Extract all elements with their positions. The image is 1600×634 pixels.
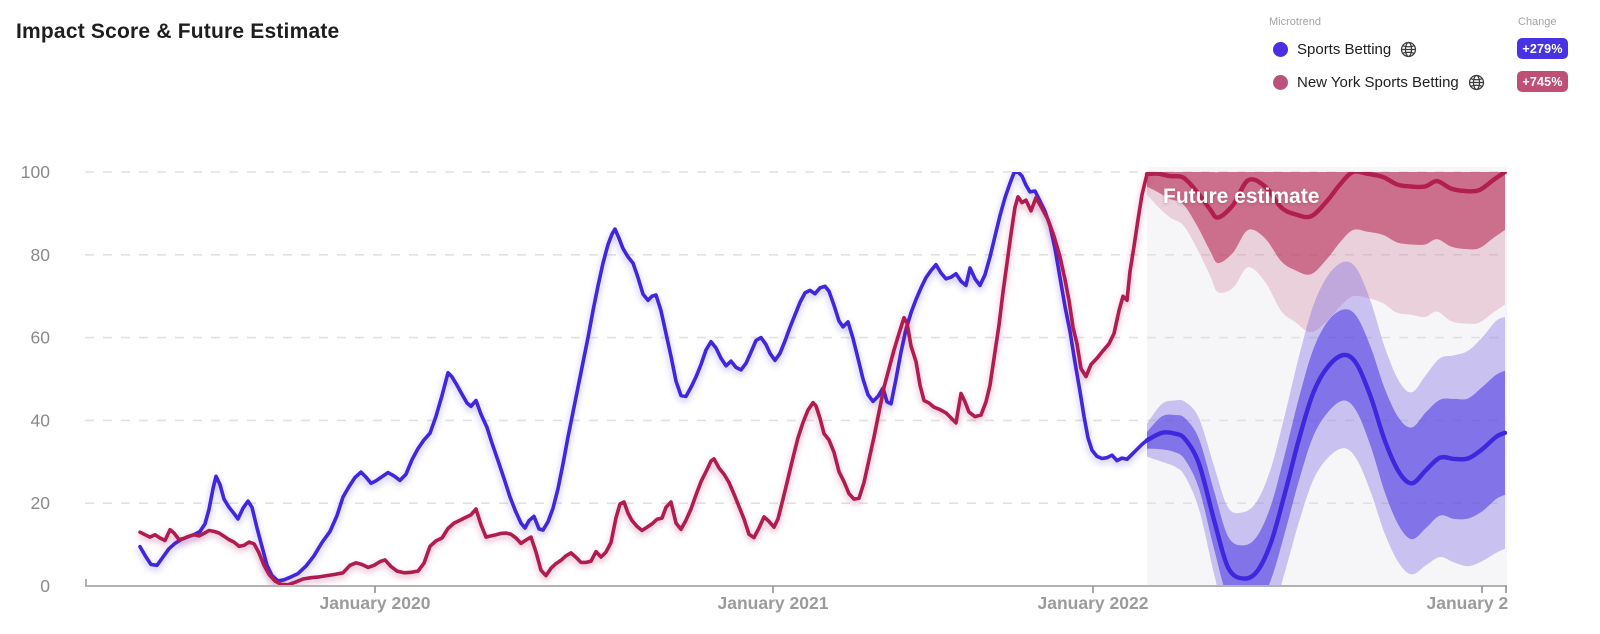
- globe-icon[interactable]: [1400, 41, 1417, 58]
- change-badge-sports-betting: +279%: [1517, 38, 1568, 59]
- legend-change-header: Change: [1518, 16, 1557, 28]
- legend-item-label: New York Sports Betting: [1297, 73, 1459, 91]
- y-axis-label: 20: [31, 493, 51, 513]
- legend-microtrend-header: Microtrend: [1269, 16, 1321, 28]
- y-axis-label: 80: [31, 245, 51, 265]
- x-axis-label: January 2021: [718, 593, 829, 613]
- forecast-inner-band: [1147, 309, 1505, 586]
- forecast-center-line: [1144, 172, 1507, 220]
- legend-item-sports-betting[interactable]: Sports Betting: [1273, 38, 1417, 60]
- history-line: [138, 172, 1149, 586]
- y-axis-label: 0: [40, 576, 50, 596]
- globe-icon[interactable]: [1468, 74, 1485, 91]
- x-axis-label: January 2022: [1038, 593, 1149, 613]
- x-axis-label: January 2020: [320, 593, 431, 613]
- y-axis-label: 60: [31, 328, 51, 348]
- x-axis-label: January 2023: [1427, 593, 1538, 613]
- legend-item-new-york-sports-betting[interactable]: New York Sports Betting: [1273, 71, 1485, 93]
- series-color-dot: [1273, 41, 1288, 57]
- future-estimate-label: Future estimate: [1163, 185, 1319, 208]
- change-badge-new-york-sports-betting: +745%: [1517, 71, 1568, 92]
- y-axis-label: 40: [31, 410, 51, 430]
- legend-item-label: Sports Betting: [1297, 40, 1392, 58]
- history-line: [138, 172, 1149, 583]
- y-axis-label: 100: [21, 162, 50, 182]
- series-color-dot: [1273, 74, 1288, 90]
- page-title: Impact Score & Future Estimate: [16, 20, 340, 43]
- forecast-center-line: [1144, 352, 1507, 581]
